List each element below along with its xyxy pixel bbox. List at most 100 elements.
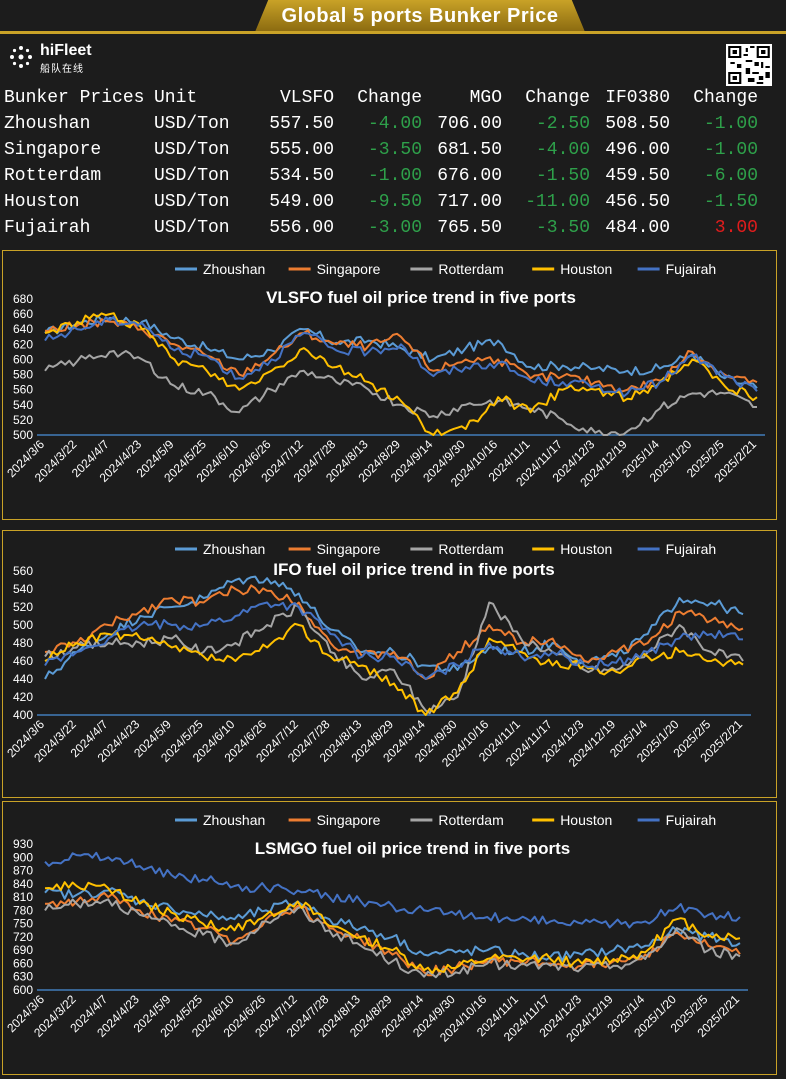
legend-item-singapore: Singapore (288, 261, 381, 277)
vlsfo-price: 555.00 (269, 140, 334, 160)
legend-label: Fujairah (666, 541, 717, 557)
title-divider (0, 31, 786, 34)
mgo-price: 717.00 (437, 192, 502, 212)
ifo-price: 508.50 (605, 114, 670, 134)
legend-label: Singapore (317, 261, 381, 277)
chart-title: IFO fuel oil price trend in five ports (273, 560, 554, 579)
vlsfo-change: -3.50 (367, 140, 422, 160)
port-name: Houston (4, 192, 80, 212)
column-header: Unit (154, 88, 198, 108)
y-tick-label: 600 (13, 983, 33, 997)
ifo-change: -1.50 (703, 192, 758, 212)
y-tick-label: 400 (13, 708, 33, 722)
table-row: Singapore USD/Ton 555.00 -3.50 681.50 -4… (0, 137, 758, 163)
legend-label: Zhoushan (203, 261, 265, 277)
series-line-zhoushan (44, 314, 758, 389)
mgo-change: -3.50 (535, 218, 590, 238)
vlsfo-chart: Zhoushan Singapore Rotterdam Houston Fujaira… (4, 261, 765, 490)
ifo-chart-panel: Zhoushan Singapore Rotterdam Houston Fujaira… (2, 530, 777, 798)
legend-label: Houston (560, 261, 612, 277)
mgo-change: -1.50 (535, 166, 590, 186)
legend-item-zhoushan: Zhoushan (175, 812, 265, 828)
legend-label: Zhoushan (203, 541, 265, 557)
column-header: MGO (469, 88, 502, 108)
brand-name: hiFleet (40, 42, 92, 59)
table-row: Houston USD/Ton 549.00 -9.50 717.00 -11.… (0, 189, 758, 215)
vlsfo-price: 549.00 (269, 192, 334, 212)
y-tick-label: 540 (13, 582, 33, 596)
legend-item-rotterdam: Rotterdam (410, 261, 504, 277)
y-tick-label: 580 (13, 368, 33, 382)
mgo-price: 676.00 (437, 166, 502, 186)
mgo-change: -11.00 (525, 192, 590, 212)
legend-label: Houston (560, 812, 612, 828)
legend-label: Rotterdam (438, 261, 503, 277)
y-tick-label: 560 (13, 564, 33, 578)
series-line-zhoushan (44, 575, 744, 680)
y-tick-label: 620 (13, 337, 33, 351)
vlsfo-price: 534.50 (269, 166, 334, 186)
legend-item-fujairah: Fujairah (637, 812, 716, 828)
lsmgo-chart-panel: Zhoushan Singapore Rotterdam Houston Fujaira… (2, 801, 777, 1075)
series-line-fujairah (44, 315, 758, 398)
legend-label: Rotterdam (438, 541, 503, 557)
ifo-price: 459.50 (605, 166, 670, 186)
y-tick-label: 600 (13, 352, 33, 366)
legend-item-rotterdam: Rotterdam (410, 812, 504, 828)
y-tick-label: 680 (13, 292, 33, 306)
vlsfo-change: -9.50 (367, 192, 422, 212)
y-tick-label: 660 (13, 307, 33, 321)
vlsfo-price: 557.50 (269, 114, 334, 134)
unit-cell: USD/Ton (154, 140, 230, 160)
series-line-rotterdam (44, 350, 757, 436)
vlsfo-chart-panel: Zhoushan Singapore Rotterdam Houston Fujaira… (2, 250, 777, 520)
y-tick-label: 500 (13, 428, 33, 442)
ifo-chart: Zhoushan Singapore Rotterdam Houston Fujaira… (4, 541, 751, 770)
vlsfo-change: -1.00 (367, 166, 422, 186)
y-tick-label: 420 (13, 690, 33, 704)
ifo-price: 456.50 (605, 192, 670, 212)
y-tick-label: 870 (13, 864, 33, 878)
ifo-change: -1.00 (703, 140, 758, 160)
bunker-price-table: Bunker Prices Unit VLSFO Change MGO Chan… (0, 85, 758, 241)
legend-label: Houston (560, 541, 612, 557)
mgo-price: 706.00 (437, 114, 502, 134)
hifleet-logo-icon (10, 46, 32, 68)
y-tick-label: 900 (13, 850, 33, 864)
column-header: Change (525, 88, 590, 108)
y-tick-label: 640 (13, 322, 33, 336)
series-line-fujairah (44, 601, 744, 680)
mgo-price: 681.50 (437, 140, 502, 160)
y-tick-label: 780 (13, 903, 33, 917)
y-tick-label: 460 (13, 654, 33, 668)
unit-cell: USD/Ton (154, 218, 230, 238)
series-line-fujairah (44, 851, 741, 929)
legend-label: Singapore (317, 541, 381, 557)
y-tick-label: 840 (13, 877, 33, 891)
unit-cell: USD/Ton (154, 192, 230, 212)
series-line-zhoushan (44, 887, 741, 962)
page-title: Global 5 ports Bunker Price (281, 4, 559, 27)
table-header-row: Bunker Prices Unit VLSFO Change MGO Chan… (0, 85, 758, 111)
y-tick-label: 560 (13, 383, 33, 397)
legend-label: Zhoushan (203, 812, 265, 828)
unit-cell: USD/Ton (154, 114, 230, 134)
series-line-houston (44, 881, 741, 974)
port-name: Singapore (4, 140, 102, 160)
chart-title: LSMGO fuel oil price trend in five ports (255, 839, 570, 858)
column-header: Bunker Prices (4, 88, 145, 108)
title-banner: Global 5 ports Bunker Price (255, 0, 585, 32)
y-tick-label: 720 (13, 930, 33, 944)
mgo-change: -2.50 (535, 114, 590, 134)
ifo-change: 3.00 (714, 218, 758, 238)
series-line-houston (44, 622, 744, 716)
vlsfo-change: -3.00 (367, 218, 422, 238)
unit-cell: USD/Ton (154, 166, 230, 186)
y-tick-label: 500 (13, 618, 33, 632)
chart-title: VLSFO fuel oil price trend in five ports (266, 288, 576, 307)
vlsfo-price: 556.00 (269, 218, 334, 238)
y-tick-label: 750 (13, 917, 33, 931)
y-tick-label: 440 (13, 672, 33, 686)
y-tick-label: 480 (13, 636, 33, 650)
y-tick-label: 630 (13, 970, 33, 984)
